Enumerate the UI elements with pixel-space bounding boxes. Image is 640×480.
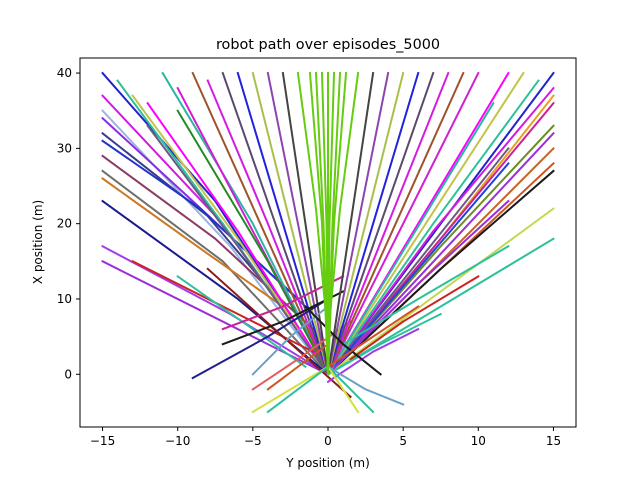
series-line-80	[326, 71, 360, 338]
chart-title: robot path over episodes_5000	[216, 37, 440, 53]
series-line-18	[176, 109, 330, 376]
series-line-23	[251, 71, 330, 376]
series-line-63	[341, 244, 510, 346]
series-line-28	[191, 297, 330, 380]
x-tick-label: −10	[165, 434, 190, 448]
y-tick-label: 30	[57, 141, 72, 155]
series-line-66	[326, 327, 420, 384]
y-tick-label: 0	[64, 367, 72, 381]
series-line-59	[326, 71, 420, 376]
series-line-65	[326, 312, 443, 376]
series-line-55	[326, 71, 480, 376]
x-tick-label: 10	[471, 434, 486, 448]
series-line-60	[326, 71, 405, 376]
series-line-62	[326, 71, 375, 376]
series-line-8	[101, 177, 285, 308]
series-line-52	[326, 162, 510, 376]
x-tick-label: −15	[90, 434, 115, 448]
series-line-70	[326, 365, 375, 414]
series-line-27	[176, 274, 307, 369]
series-line-49	[326, 71, 525, 376]
series-line-54	[326, 101, 495, 376]
series-line-45	[326, 169, 555, 376]
series-line-14	[146, 101, 330, 376]
series-line-69	[326, 305, 420, 369]
x-tick-label: −5	[244, 434, 262, 448]
x-tick-label: 0	[324, 434, 332, 448]
y-tick-label: 40	[57, 66, 72, 80]
x-axis-ticks: −15 −10 −5 0 5 10 15	[90, 427, 561, 448]
x-tick-label: 5	[399, 434, 407, 448]
series-line-67	[326, 365, 405, 406]
y-axis-ticks: 0 10 20 30 40	[57, 66, 80, 381]
series-line-20	[206, 79, 330, 376]
series-line-29	[206, 267, 352, 399]
series-line-58	[326, 71, 435, 376]
series-line-31	[221, 290, 345, 346]
y-tick-label: 10	[57, 292, 72, 306]
series-line-35	[266, 365, 330, 414]
series-line-46	[326, 207, 555, 376]
x-tick-label: 15	[546, 434, 561, 448]
series-line-22	[236, 71, 330, 376]
series-line-42	[326, 131, 555, 376]
series-line-61	[326, 71, 390, 376]
series-line-51	[326, 146, 510, 376]
series-line-79	[296, 71, 330, 338]
series-line-21	[221, 71, 330, 376]
series-line-36	[266, 342, 330, 391]
series-line-53	[326, 199, 510, 376]
series-line-48	[326, 79, 540, 376]
series-line-56	[326, 71, 465, 376]
series-line-68	[304, 305, 383, 376]
series-line-16	[161, 71, 330, 376]
y-axis-title: X position (m)	[31, 200, 45, 284]
series-line-57	[326, 71, 450, 376]
series-line-13	[131, 94, 330, 376]
series-line-24	[266, 71, 330, 376]
series-line-5	[101, 139, 300, 301]
series-layer	[101, 71, 555, 414]
series-line-25	[281, 71, 330, 376]
series-line-64	[349, 275, 480, 361]
x-axis-title: Y position (m)	[285, 456, 370, 470]
series-line-34	[251, 365, 330, 414]
series-line-7	[101, 169, 330, 376]
series-line-71	[326, 365, 360, 414]
series-line-38	[326, 86, 555, 376]
y-tick-label: 20	[57, 217, 72, 231]
